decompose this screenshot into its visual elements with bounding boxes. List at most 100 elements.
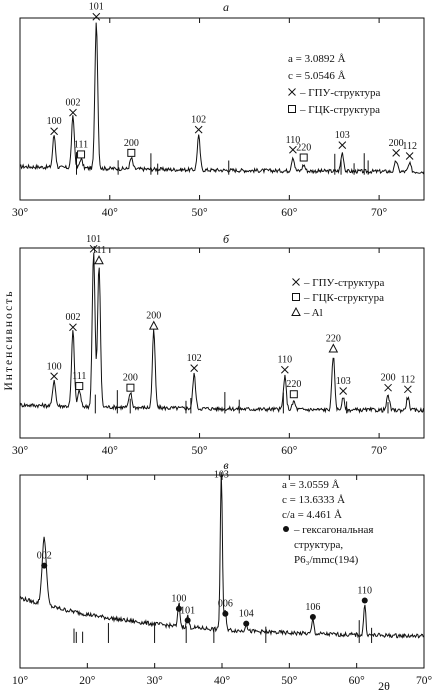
x-tick-label: 30° [12,207,29,219]
peak-label: 102 [187,353,202,364]
peak-marker [77,150,86,159]
peak-label: 002 [65,98,80,109]
peak-marker [299,153,308,162]
peak-marker [405,152,414,160]
plot-frame [19,247,425,439]
peak-label: 100 [47,116,62,127]
y-axis-label: Интенсивность [3,290,15,391]
legend-entry: – ГЦК-структура [303,292,384,304]
peak-marker [175,605,182,612]
peak-marker [280,365,289,374]
x-axis-label: 2θ [378,679,390,693]
legend-marker [283,526,289,532]
panel-letter: в [223,458,228,472]
peak-marker [289,145,297,154]
x-tick-label: 40° [214,675,231,687]
peak-label: 104 [239,609,254,620]
peak-label: 112 [401,374,416,385]
legend-entry: P6₃/mmc(194) [294,554,359,566]
peak-label: 112 [402,141,417,152]
peak-label: 103 [214,469,229,480]
legend-marker [292,293,300,301]
peak-marker [92,12,101,21]
x-tick-label: 60° [349,675,366,687]
plot-frame [19,17,425,201]
peak-marker [89,244,98,253]
legend-entry: – гексагональная [293,524,373,536]
legend-entry: – Al [303,307,323,319]
x-tick-label: 30° [147,675,164,687]
peak-marker [190,364,199,372]
x-tick-label: 40° [102,207,119,219]
x-tick-label: 60° [281,445,298,457]
diffraction-line [19,252,425,414]
peak-marker [392,149,401,157]
peak-marker [126,383,135,392]
peak-marker [41,562,48,569]
peak-marker [328,343,339,353]
peak-label: 111 [74,139,88,150]
panel-2: б30° 40° 50° 60° 70°100002111101111200200102… [12,232,425,457]
peak-label: 002 [37,551,52,562]
peak-marker [69,323,77,332]
peak-marker [50,127,58,136]
lattice-parameter: a = 3.0559 Å [282,479,340,491]
peak-label: 111 [72,371,86,382]
peak-label: 200 [123,373,138,384]
peak-label: 111 [92,245,106,256]
peak-label: 110 [286,135,301,146]
peak-marker [289,390,298,399]
peak-label: 110 [357,585,372,596]
peak-marker [127,148,136,157]
peak-marker [403,385,412,394]
x-tick-label: 50° [281,675,298,687]
x-tick-label: 50° [192,445,209,457]
diffraction-line [19,472,425,639]
peak-label: 220 [326,333,341,344]
peak-marker [75,382,84,391]
peak-label: 002 [65,312,80,323]
x-tick-label: 30° [12,445,29,457]
peak-marker [222,610,229,617]
peak-label: 100 [47,361,62,372]
peak-marker [94,255,104,265]
panel-letter: б [223,232,230,246]
x-tick-label: 60° [281,207,298,219]
peak-label: 200 [389,138,404,149]
peak-label: 102 [191,115,206,126]
lattice-parameter: a = 3.0892 Å [288,53,346,65]
peak-marker [194,125,203,134]
legend-entry: – ГЦК-структура [299,104,380,116]
peak-marker [338,141,347,149]
peak-label: 101 [180,605,195,616]
legend-entry: – ГПУ-структура [299,87,381,99]
panel-letter: а [223,0,229,14]
peak-label: 200 [381,373,396,384]
x-tick-label: 70° [416,675,433,687]
lattice-parameter: c/a = 4.461 Å [282,509,342,521]
legend-entry: – ГПУ-структура [303,277,385,289]
peak-label: 103 [336,376,351,387]
peak-marker [184,617,191,624]
x-tick-label: 20° [79,675,96,687]
peak-marker [309,614,316,621]
peak-label: 106 [305,602,320,613]
peak-label: 100 [171,594,186,605]
peak-marker [361,597,368,604]
peak-marker [148,320,159,330]
legend-marker [292,278,300,286]
peak-marker [243,620,250,627]
x-tick-label: 70° [371,207,388,219]
peak-marker [339,387,348,395]
peak-label: 103 [335,130,350,141]
legend-marker [288,88,296,96]
legend-marker [288,105,296,113]
lattice-parameter: c = 5.0546 Å [288,70,346,82]
x-tick-label: 10° [12,675,29,687]
peak-label: 101 [86,234,101,245]
legend-marker [291,306,301,316]
peak-label: 200 [124,138,139,149]
peak-label: 220 [296,143,311,154]
lattice-parameter: c = 13.6333 Å [282,494,345,506]
